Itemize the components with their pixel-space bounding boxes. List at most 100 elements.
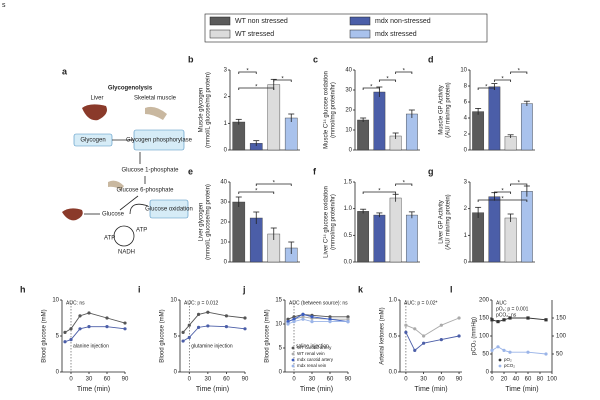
y-tick-label: 1.5 bbox=[344, 180, 353, 186]
liver-label: Liver bbox=[90, 96, 103, 102]
y-axis-label: Muscle C¹⁴ glucose oxidation bbox=[323, 71, 330, 149]
y-axis-label: (mmol/mg protein/hr) bbox=[331, 82, 337, 138]
x-tick-label: 0 bbox=[188, 377, 192, 383]
y-axis-label: (mmol/mg protein/hr) bbox=[331, 194, 337, 250]
y-tick-label: 5 bbox=[174, 334, 178, 340]
legend-marker bbox=[291, 346, 295, 350]
legend-label: mdx stressed bbox=[375, 31, 417, 38]
x-tick-label: 30 bbox=[309, 377, 316, 383]
panel-letter: e bbox=[188, 166, 193, 176]
x-axis-label: Time (min) bbox=[414, 386, 447, 393]
point bbox=[78, 327, 82, 331]
series-line bbox=[64, 312, 126, 333]
significance-bracket bbox=[395, 183, 413, 186]
point bbox=[105, 325, 109, 329]
y-tick-label: 150 bbox=[479, 316, 490, 322]
legend-label: pO₂ bbox=[504, 357, 512, 362]
significance-bracket bbox=[255, 183, 292, 186]
y-tick-label: 0.5 bbox=[389, 334, 398, 340]
point bbox=[544, 352, 548, 356]
significance-bracket bbox=[273, 79, 292, 82]
bar bbox=[249, 217, 263, 263]
y-tick-label: 3 bbox=[464, 180, 468, 186]
y-tick-label: 0 bbox=[279, 370, 283, 376]
point bbox=[301, 312, 305, 316]
x-tick-label: 60 bbox=[525, 377, 532, 383]
point bbox=[224, 325, 229, 329]
y-axis-label: Muscle glycogen bbox=[199, 88, 205, 133]
point bbox=[292, 315, 296, 319]
point bbox=[404, 323, 408, 327]
y-tick-label: 2 bbox=[224, 94, 228, 100]
significance-bracket bbox=[238, 71, 257, 74]
x-axis-label: Time (min) bbox=[300, 386, 333, 393]
point bbox=[526, 350, 530, 354]
nadh-text: NADH bbox=[118, 250, 135, 256]
x-axis-label: Time (min) bbox=[505, 386, 538, 393]
legend-frame bbox=[204, 13, 488, 43]
bar bbox=[405, 214, 418, 263]
x-tick-label: 0 bbox=[292, 377, 296, 383]
significance-bracket bbox=[238, 191, 275, 194]
significance-label: * bbox=[378, 189, 381, 195]
legend-marker bbox=[291, 364, 295, 368]
y2-tick-label: 150 bbox=[556, 316, 567, 322]
y-tick-label: 1.0 bbox=[344, 206, 353, 212]
bar bbox=[357, 119, 370, 151]
point bbox=[292, 317, 296, 321]
x-tick-label: 60 bbox=[223, 377, 230, 383]
y-tick-label: 0 bbox=[174, 370, 178, 376]
significance-bracket bbox=[510, 71, 528, 74]
point bbox=[87, 325, 91, 329]
significance-label: * bbox=[386, 77, 389, 83]
point bbox=[181, 339, 185, 343]
point bbox=[105, 316, 109, 320]
bar bbox=[389, 197, 402, 263]
glucose-text: Glucose bbox=[102, 212, 125, 218]
significance-label: * bbox=[403, 69, 406, 75]
y-axis-label: Blood glucose (mM) bbox=[160, 309, 166, 362]
y-tick-label: 10 bbox=[52, 298, 59, 304]
point bbox=[187, 335, 191, 340]
g1p-text: Glucose 1-phosphate bbox=[121, 168, 179, 174]
bar bbox=[284, 117, 298, 151]
point bbox=[206, 324, 210, 328]
bar bbox=[267, 84, 281, 151]
x-tick-label: 30 bbox=[205, 377, 212, 383]
point bbox=[490, 318, 494, 322]
x-tick-label: 0 bbox=[490, 377, 494, 383]
significance-bracket bbox=[395, 71, 413, 74]
legend-label: WT non stressed bbox=[235, 18, 288, 25]
legend-label: WT renal vein bbox=[297, 351, 325, 356]
cycle bbox=[113, 225, 135, 247]
y-axis-label: Liver C¹⁴ glucose oxidation bbox=[323, 186, 330, 258]
y-tick-label: 0 bbox=[349, 148, 353, 154]
x-tick-label: 60 bbox=[438, 377, 445, 383]
bar bbox=[488, 86, 501, 151]
point bbox=[286, 317, 290, 321]
y-tick-label: 0 bbox=[224, 148, 228, 154]
significance-label: * bbox=[501, 197, 504, 203]
y-tick-label: 0 bbox=[224, 260, 228, 266]
y-tick-label: 4 bbox=[464, 116, 468, 122]
significance-bracket bbox=[477, 87, 495, 90]
y-tick-label: 0 bbox=[464, 148, 468, 154]
point bbox=[310, 320, 314, 324]
point bbox=[206, 310, 210, 314]
point bbox=[196, 325, 201, 329]
point bbox=[63, 340, 67, 344]
point bbox=[292, 320, 296, 324]
bar bbox=[232, 121, 246, 151]
point bbox=[310, 315, 314, 319]
y-axis-label: (AU/ min/mg protein) bbox=[446, 194, 452, 249]
significance-label: * bbox=[255, 189, 258, 195]
bar bbox=[472, 212, 485, 263]
y-tick-label: 10 bbox=[275, 322, 282, 328]
point bbox=[224, 314, 229, 318]
y-axis-label: (mmol/L glucose/mg protein) bbox=[206, 184, 212, 260]
bar bbox=[357, 211, 370, 263]
point bbox=[187, 323, 191, 327]
legend-swatch bbox=[209, 16, 231, 26]
point bbox=[526, 316, 530, 320]
point bbox=[123, 327, 127, 331]
